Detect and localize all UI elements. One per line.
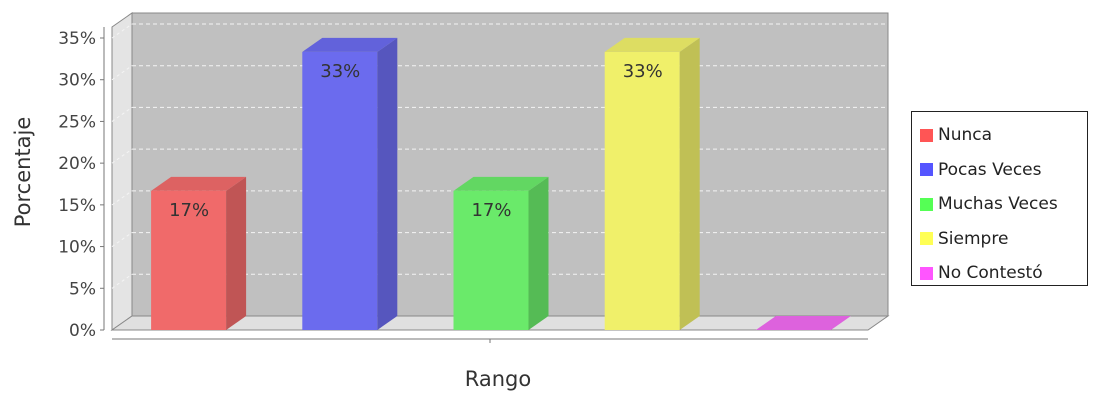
legend-label: Nunca <box>938 125 993 146</box>
bar-side <box>226 176 247 330</box>
legend-item: Siempre <box>920 222 1087 257</box>
legend-swatch <box>920 197 933 211</box>
bar-top <box>151 176 247 191</box>
y-tick-label: 10% <box>58 238 96 258</box>
bar-labels: 17% 33% 17% 33% <box>169 61 663 221</box>
bar-top <box>755 316 851 330</box>
legend-label: Muchas Veces <box>938 194 1058 215</box>
grid-line-side <box>111 232 133 247</box>
bar-muchas-veces <box>453 176 549 330</box>
legend-item: No Contestó <box>920 256 1087 291</box>
bar-nunca <box>151 176 247 330</box>
bar-value-label: 17% <box>169 200 209 221</box>
bar-front <box>604 51 680 331</box>
grid-line-side <box>111 273 133 289</box>
grid-line-side <box>111 190 133 206</box>
y-tick-label: 25% <box>58 112 96 132</box>
bar-top <box>453 176 549 191</box>
y-axis-title: Porcentaje <box>11 117 35 228</box>
bar-side <box>377 37 398 331</box>
legend-swatch <box>920 232 933 246</box>
legend-label: No Contestó <box>938 263 1043 284</box>
y-tick-label: 15% <box>58 196 96 216</box>
bar-no-contestó <box>755 316 851 330</box>
legend-item: Muchas Veces <box>920 187 1087 222</box>
grid-line-side <box>111 65 133 81</box>
bar-value-label: 33% <box>320 61 360 82</box>
bar-pocas-veces <box>302 37 398 331</box>
legend-item: Pocas Veces <box>920 153 1087 188</box>
legend: Nunca Pocas Veces Muchas Veces Siempre No Co… <box>911 111 1088 286</box>
legend-swatch <box>920 128 933 142</box>
bar-front <box>453 190 529 330</box>
legend-swatch <box>920 266 933 280</box>
y-tick-labels: 0% 5% 10% 15% 20% 25% 30% 35% <box>58 29 104 341</box>
bar-side <box>528 176 549 330</box>
grid-line-side <box>111 107 133 122</box>
bar-front <box>151 190 227 330</box>
plot-left-wall <box>111 12 133 331</box>
legend-label: Pocas Veces <box>938 159 1042 180</box>
y-tick-label: 0% <box>69 321 96 341</box>
bar-siempre <box>604 37 700 331</box>
grid-line-side <box>111 148 133 164</box>
y-tick-label: 30% <box>58 71 96 91</box>
bar-front <box>302 51 378 331</box>
grid-line-side <box>111 23 133 39</box>
legend-item: Nunca <box>920 118 1087 153</box>
legend-label: Siempre <box>938 228 1009 249</box>
y-tick-label: 20% <box>58 154 96 174</box>
bar-value-label: 33% <box>623 61 663 82</box>
bar-top <box>302 37 398 52</box>
bar-value-label: 17% <box>471 200 511 221</box>
y-tick-label: 35% <box>58 29 96 49</box>
bar-side <box>679 37 700 331</box>
bars <box>151 37 851 331</box>
legend-swatch <box>920 163 933 177</box>
x-axis-title: Rango <box>465 367 532 391</box>
y-tick-label: 5% <box>69 279 96 299</box>
bar-top <box>604 37 700 52</box>
axes <box>103 27 868 343</box>
plot-back-outline <box>132 12 889 316</box>
